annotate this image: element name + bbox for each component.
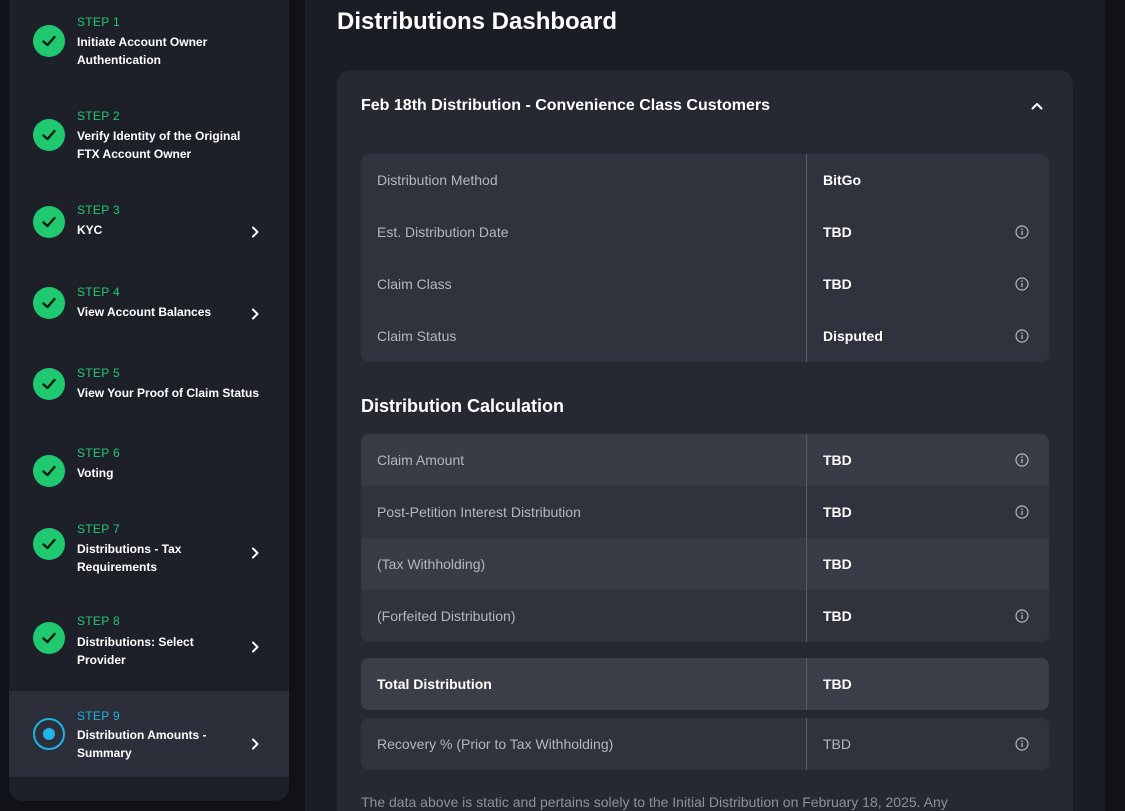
info-icon[interactable] [1015,329,1029,343]
recovery-label: Recovery % (Prior to Tax Withholding) [377,736,614,752]
step-title: Distribution Amounts - Summary [77,728,207,760]
row-label: Est. Distribution Date [377,224,509,240]
row-label: (Forfeited Distribution) [377,608,516,624]
step-6[interactable]: STEP 6 Voting [9,432,289,508]
row-value: TBD [823,556,852,572]
step-number: STEP 1 [77,15,120,29]
step-7[interactable]: STEP 7 Distributions - Tax Requirements [9,508,289,602]
column-divider [806,658,807,710]
row-value: Disputed [823,328,883,344]
step-number: STEP 3 [77,203,120,217]
row-value: BitGo [823,172,862,188]
check-icon [33,287,65,319]
step-title: Voting [77,466,114,480]
column-divider [806,434,807,642]
table-row: Claim Amount TBD [361,434,1049,486]
row-value: TBD [823,504,852,520]
step-2[interactable]: STEP 2 Verify Identity of the Original F… [9,94,289,188]
step-title: Initiate Account Owner Authentication [77,35,208,67]
collapse-button[interactable] [1028,97,1046,115]
step-number: STEP 8 [77,614,120,628]
row-label: Claim Amount [377,452,465,468]
row-label: Claim Class [377,276,452,292]
steps-sidebar: STEP 1 Initiate Account Owner Authentica… [9,0,289,801]
chevron-right-icon [252,641,259,653]
row-label: Distribution Method [377,172,498,188]
info-icon[interactable] [1015,225,1029,239]
chevron-right-icon [252,738,259,750]
details-table: Distribution Method BitGo Est. Distribut… [361,154,1049,362]
table-row: Post-Petition Interest Distribution TBD [361,486,1049,538]
main-content: Distributions Dashboard Feb 18th Distrib… [305,0,1105,811]
step-4[interactable]: STEP 4 View Account Balances [9,270,289,350]
table-row: Distribution Method BitGo [361,154,1049,206]
info-icon[interactable] [1015,505,1029,519]
step-number: STEP 2 [77,109,120,123]
step-title: KYC [77,223,103,237]
step-3[interactable]: STEP 3 KYC [9,188,289,270]
step-title: Distributions: Select Provider [77,635,194,667]
step-number: STEP 5 [77,366,120,380]
total-label: Total Distribution [377,676,492,692]
table-row: Claim Class TBD [361,258,1049,310]
table-row: (Forfeited Distribution) TBD [361,590,1049,642]
step-number: STEP 4 [77,285,120,299]
table-row: Est. Distribution Date TBD [361,206,1049,258]
table-row: (Tax Withholding) TBD [361,538,1049,590]
step-number: STEP 9 [77,709,120,723]
row-label: Post-Petition Interest Distribution [377,504,581,520]
check-icon [33,622,65,654]
calculation-table: Claim Amount TBD Post-Petition Interest … [361,434,1049,642]
card-title: Feb 18th Distribution - Convenience Clas… [361,97,770,114]
recovery-table: Recovery % (Prior to Tax Withholding) TB… [361,718,1049,770]
check-icon [33,455,65,487]
current-step-icon [33,718,65,750]
check-icon [33,368,65,400]
total-value: TBD [823,676,852,692]
info-icon[interactable] [1015,737,1029,751]
step-number: STEP 6 [77,446,120,460]
column-divider [806,154,807,362]
row-value: TBD [823,224,852,240]
chevron-right-icon [252,547,259,559]
info-icon[interactable] [1015,277,1029,291]
check-icon [33,25,65,57]
step-5[interactable]: STEP 5 View Your Proof of Claim Status [9,350,289,432]
row-value: TBD [823,276,852,292]
step-title: View Account Balances [77,305,212,319]
total-row: Total Distribution TBD [361,658,1049,710]
calculation-title: Distribution Calculation [361,396,565,416]
step-title: Distributions - Tax Requirements [77,542,182,574]
total-table: Total Distribution TBD [361,658,1049,710]
check-icon [33,528,65,560]
page-title: Distributions Dashboard [337,8,618,35]
row-value: TBD [823,452,852,468]
chevron-right-icon [252,226,259,238]
info-icon[interactable] [1015,453,1029,467]
recovery-row: Recovery % (Prior to Tax Withholding) TB… [361,718,1049,770]
column-divider [806,718,807,770]
check-icon [33,206,65,238]
row-label: Claim Status [377,328,457,344]
step-number: STEP 7 [77,522,120,536]
check-icon [33,119,65,151]
step-title: View Your Proof of Claim Status [77,386,260,400]
row-value: TBD [823,608,852,624]
chevron-right-icon [252,308,259,320]
disclaimer-text: The data above is static and pertains so… [361,794,948,810]
step-title: Verify Identity of the Original FTX Acco… [77,129,241,161]
distribution-card: Feb 18th Distribution - Convenience Clas… [337,70,1073,811]
chevron-up-icon [1031,103,1043,110]
info-icon[interactable] [1015,609,1029,623]
table-row: Claim Status Disputed [361,310,1049,362]
recovery-value: TBD [823,736,851,752]
step-8[interactable]: STEP 8 Distributions: Select Provider [9,602,289,691]
step-9[interactable]: STEP 9 Distribution Amounts - Summary [9,691,289,777]
step-1[interactable]: STEP 1 Initiate Account Owner Authentica… [9,0,289,94]
row-label: (Tax Withholding) [377,556,486,572]
